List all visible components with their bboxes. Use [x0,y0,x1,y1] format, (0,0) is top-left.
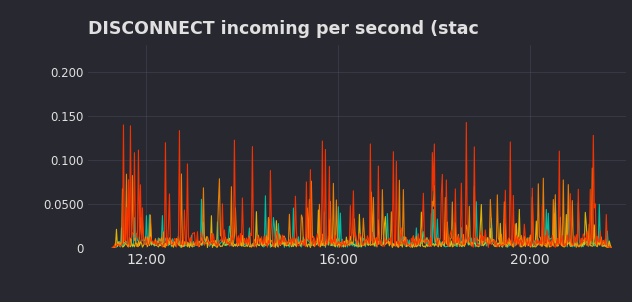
Text: DISCONNECT incoming per second (stac: DISCONNECT incoming per second (stac [88,20,479,38]
